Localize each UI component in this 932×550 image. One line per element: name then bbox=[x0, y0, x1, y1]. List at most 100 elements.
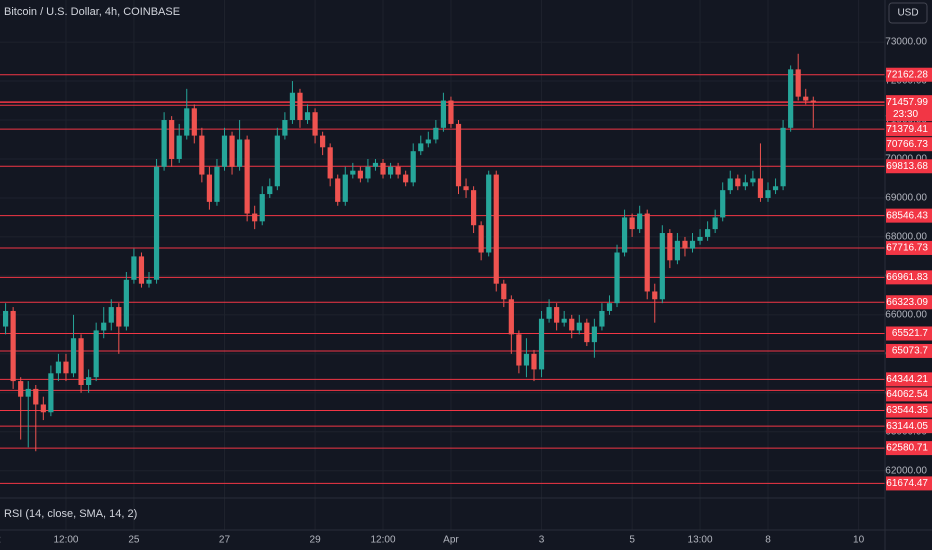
candle-body bbox=[55, 361, 62, 374]
y-tick-label: 73000.00 bbox=[885, 37, 927, 48]
candle-body bbox=[772, 186, 779, 191]
candle-body bbox=[282, 120, 288, 136]
candle-body bbox=[221, 135, 228, 167]
candle-body bbox=[621, 217, 628, 253]
price-tag bbox=[886, 67, 932, 82]
candle-body bbox=[365, 166, 371, 179]
candle-body bbox=[199, 135, 205, 175]
candle-body bbox=[236, 139, 243, 167]
price-tag-label: 71457.99 bbox=[886, 97, 928, 108]
candle-body bbox=[689, 240, 696, 249]
candle-body bbox=[33, 388, 39, 405]
indicator-label: RSI (14, close, SMA, 14, 2) bbox=[4, 508, 137, 520]
currency-label[interactable]: USD bbox=[897, 8, 918, 19]
candle-body bbox=[380, 162, 386, 175]
candle-body bbox=[116, 307, 122, 327]
candle-body bbox=[153, 166, 160, 280]
candle-body bbox=[727, 178, 733, 191]
x-tick-label: 12:00 bbox=[53, 535, 78, 546]
x-tick-label: 27 bbox=[219, 535, 231, 546]
candle-body bbox=[546, 307, 552, 319]
candle-body bbox=[682, 240, 688, 249]
candle-body bbox=[274, 135, 280, 187]
candle-body bbox=[312, 112, 318, 136]
candle-body bbox=[750, 178, 756, 183]
price-tag bbox=[886, 137, 932, 152]
candle-body bbox=[606, 303, 613, 311]
candle-body bbox=[169, 120, 175, 159]
candle-body bbox=[569, 318, 575, 331]
candle-body bbox=[501, 283, 507, 300]
price-tag bbox=[886, 326, 932, 341]
candle-body bbox=[697, 236, 703, 241]
y-tick-label: 70000.00 bbox=[885, 154, 927, 165]
price-tag-label: 66961.83 bbox=[886, 272, 928, 283]
candle-body bbox=[599, 310, 605, 327]
candle-body bbox=[372, 162, 379, 167]
candle-body bbox=[289, 92, 296, 121]
price-tag bbox=[886, 95, 932, 122]
price-tag-label: 64062.54 bbox=[886, 389, 928, 400]
candle-body bbox=[101, 322, 107, 331]
price-tag-label: 63544.35 bbox=[886, 405, 928, 416]
x-tick-label: 10 bbox=[853, 535, 865, 546]
candle-body bbox=[259, 194, 265, 222]
x-tick-label: 3 bbox=[539, 535, 545, 546]
y-tick-label: 62000.00 bbox=[885, 465, 927, 476]
price-tag-label: 66323.09 bbox=[886, 297, 928, 308]
candle-body bbox=[131, 256, 137, 280]
candle-body bbox=[146, 279, 152, 284]
candle-body bbox=[63, 361, 69, 374]
candle-body bbox=[357, 170, 363, 179]
candle-body bbox=[48, 373, 54, 413]
candle-body bbox=[229, 135, 235, 167]
price-tag bbox=[886, 270, 932, 285]
x-tick-label: 29 bbox=[310, 535, 322, 546]
candle-body bbox=[516, 334, 522, 366]
candle-body bbox=[440, 100, 447, 128]
candle-body bbox=[108, 307, 114, 323]
price-tag bbox=[886, 122, 932, 137]
price-tag bbox=[886, 343, 932, 358]
candle-body bbox=[463, 186, 469, 191]
currency-button[interactable] bbox=[888, 2, 928, 24]
candle-body bbox=[667, 233, 673, 261]
x-tick-label: 12:00 bbox=[371, 535, 396, 546]
candle-body bbox=[335, 178, 341, 202]
candle-body bbox=[184, 108, 190, 136]
candle-body bbox=[508, 299, 514, 335]
candle-body bbox=[637, 213, 643, 230]
price-tag bbox=[886, 441, 932, 456]
candle-body bbox=[712, 217, 718, 230]
candle-body bbox=[395, 166, 401, 175]
x-tick-label: 8 bbox=[765, 535, 771, 546]
price-tag-label: 68546.43 bbox=[886, 210, 928, 221]
candle-body bbox=[297, 92, 303, 121]
candle-body bbox=[705, 229, 711, 237]
candle-body bbox=[538, 318, 545, 370]
candle-body bbox=[448, 100, 454, 124]
candle-body bbox=[478, 225, 484, 253]
x-tick-label: 13:00 bbox=[688, 535, 713, 546]
candle-body bbox=[320, 135, 326, 148]
candle-body bbox=[418, 143, 424, 152]
candle-body bbox=[425, 139, 431, 144]
candle-body bbox=[486, 174, 492, 253]
candle-body bbox=[403, 174, 409, 183]
price-tag-label: 67716.73 bbox=[886, 243, 928, 254]
candle-body bbox=[652, 291, 658, 300]
y-tick-label: 68000.00 bbox=[885, 232, 927, 243]
candle-body bbox=[252, 213, 258, 222]
candle-body bbox=[554, 307, 560, 323]
chart-title: Bitcoin / U.S. Dollar, 4h, COINBASE bbox=[4, 6, 180, 18]
candle-body bbox=[304, 112, 311, 121]
candle-body bbox=[410, 151, 416, 183]
candle-body bbox=[644, 213, 650, 292]
candle-body bbox=[584, 322, 590, 343]
candle-body bbox=[576, 322, 582, 331]
price-tag-label: 62580.71 bbox=[886, 443, 928, 454]
candle-body bbox=[735, 178, 741, 187]
candle-body bbox=[40, 404, 46, 413]
price-tag bbox=[886, 372, 932, 387]
candle-body bbox=[591, 326, 597, 343]
